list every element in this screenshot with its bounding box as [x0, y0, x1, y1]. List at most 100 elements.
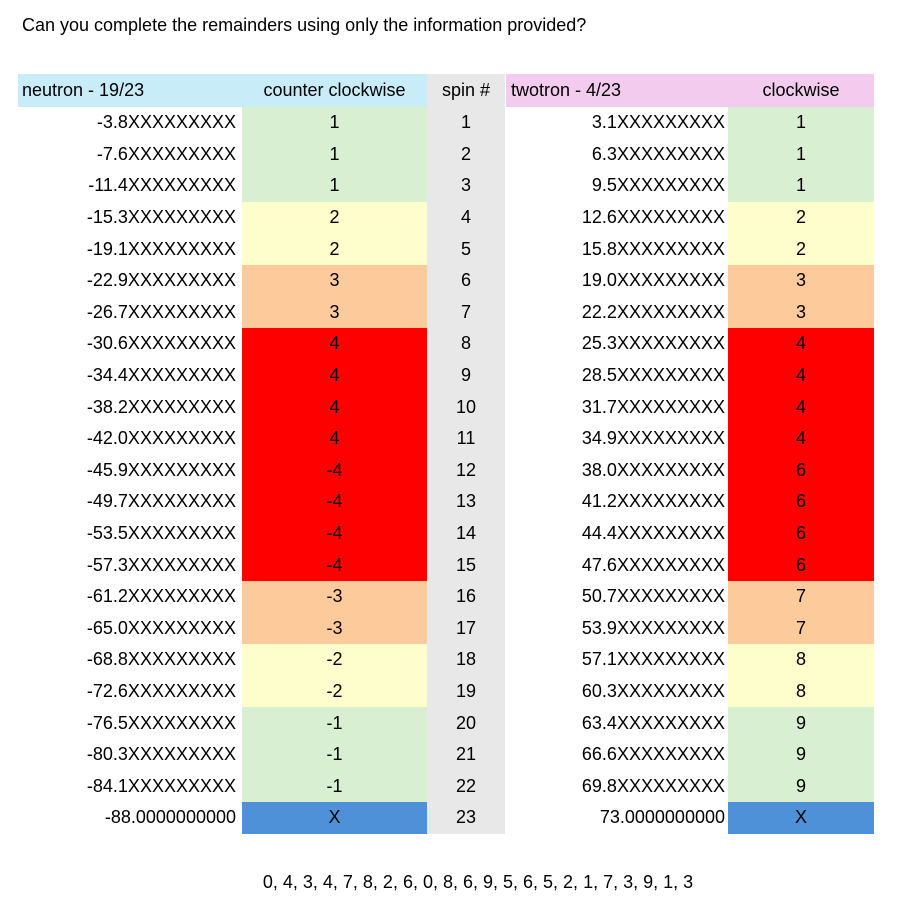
neutron-value: -57.3XXXXXXXXX	[86, 554, 236, 575]
table-row: -84.1XXXXXXXXX -1 22 69.8XXXXXXXXX 9	[18, 770, 874, 803]
twotron-value: 19.0XXXXXXXXX	[581, 270, 725, 291]
neutron-value: -68.8XXXXXXXXX	[86, 649, 236, 670]
ccw-remainder: -2	[242, 644, 427, 676]
twotron-value: 60.3XXXXXXXXX	[581, 680, 725, 701]
neutron-value: -72.6XXXXXXXXX	[86, 680, 236, 701]
neutron-value: -61.2XXXXXXXXX	[86, 586, 236, 607]
table-row: -61.2XXXXXXXXX -3 16 50.7XXXXXXXXX 7	[18, 580, 874, 613]
ccw-remainder: -4	[242, 517, 427, 550]
ccw-remainder: 4	[242, 391, 427, 423]
neutron-value: -34.4XXXXXXXXX	[86, 365, 236, 386]
ccw-remainder: -4	[242, 549, 427, 581]
header-spin: spin #	[427, 74, 505, 107]
cw-remainder: 6	[728, 486, 874, 518]
twotron-value: 22.2XXXXXXXXX	[581, 301, 725, 322]
spin-number: 4	[427, 201, 505, 234]
spin-number: 7	[427, 296, 505, 329]
table-row: -76.5XXXXXXXXX -1 20 63.4XXXXXXXXX 9	[18, 707, 874, 739]
table-row: -80.3XXXXXXXXX -1 21 66.6XXXXXXXXX 9	[18, 738, 874, 771]
twotron-value: 31.7XXXXXXXXX	[581, 396, 725, 417]
cw-remainder: 1	[728, 138, 874, 171]
ccw-remainder: 1	[242, 107, 427, 139]
spin-number: 17	[427, 612, 505, 645]
twotron-value: 69.8XXXXXXXXX	[581, 775, 725, 796]
cw-remainder: 8	[728, 644, 874, 676]
remainder-sequence: 0, 4, 3, 4, 7, 8, 2, 6, 0, 8, 6, 9, 5, 6…	[262, 872, 694, 892]
header-twotron: twotron - 4/23	[506, 74, 728, 107]
neutron-value: -30.6XXXXXXXXX	[86, 333, 236, 354]
ccw-remainder: -4	[242, 486, 427, 518]
cw-remainder: 4	[728, 359, 874, 392]
spin-number: 19	[427, 675, 505, 708]
spin-number: 22	[427, 770, 505, 803]
twotron-value: 6.3XXXXXXXXX	[591, 143, 725, 164]
cw-remainder: 1	[728, 107, 874, 139]
table-row: -65.0XXXXXXXXX -3 17 53.9XXXXXXXXX 7	[18, 612, 874, 645]
ccw-remainder: -1	[242, 738, 427, 771]
neutron-value: -26.7XXXXXXXXX	[86, 301, 236, 322]
remainder-table: neutron - 19/23 counter clockwise spin #…	[18, 74, 874, 834]
twotron-value: 66.6XXXXXXXXX	[581, 744, 725, 765]
spin-number: 18	[427, 644, 505, 676]
table-row: -45.9XXXXXXXXX -4 12 38.0XXXXXXXXX 6	[18, 454, 874, 487]
ccw-remainder: 1	[242, 170, 427, 202]
ccw-remainder: -1	[242, 770, 427, 803]
cw-remainder: 1	[728, 170, 874, 202]
spin-number: 5	[427, 233, 505, 265]
twotron-value: 44.4XXXXXXXXX	[581, 523, 725, 544]
table-row: -15.3XXXXXXXXX 2 4 12.6XXXXXXXXX 2	[18, 201, 874, 234]
cw-remainder: 9	[728, 770, 874, 803]
ccw-remainder: -3	[242, 612, 427, 645]
spin-number: 9	[427, 359, 505, 392]
twotron-value: 38.0XXXXXXXXX	[581, 459, 725, 480]
neutron-value: -53.5XXXXXXXXX	[86, 523, 236, 544]
ccw-remainder: 4	[242, 422, 427, 455]
neutron-value: -84.1XXXXXXXXX	[86, 775, 236, 796]
spin-number: 16	[427, 580, 505, 613]
table-row: -72.6XXXXXXXXX -2 19 60.3XXXXXXXXX 8	[18, 675, 874, 708]
cw-remainder: 6	[728, 549, 874, 581]
cw-remainder: 3	[728, 264, 874, 297]
ccw-remainder: X	[242, 802, 427, 834]
table-row: -11.4XXXXXXXXX 1 3 9.5XXXXXXXXX 1	[18, 170, 874, 202]
twotron-value: 63.4XXXXXXXXX	[581, 712, 725, 733]
cw-remainder: 2	[728, 233, 874, 265]
spin-number: 10	[427, 391, 505, 423]
twotron-value: 53.9XXXXXXXXX	[581, 617, 725, 638]
spin-number: 8	[427, 328, 505, 360]
neutron-value: -3.8XXXXXXXXX	[96, 112, 236, 133]
table-row: -22.9XXXXXXXXX 3 6 19.0XXXXXXXXX 3	[18, 264, 874, 297]
cw-remainder: 3	[728, 296, 874, 329]
ccw-remainder: -1	[242, 707, 427, 739]
spin-number: 6	[427, 264, 505, 297]
cw-remainder: 4	[728, 328, 874, 360]
spin-number: 21	[427, 738, 505, 771]
spin-number: 11	[427, 422, 505, 455]
table-row: -7.6XXXXXXXXX 1 2 6.3XXXXXXXXX 1	[18, 138, 874, 171]
spin-number: 15	[427, 549, 505, 581]
twotron-value: 50.7XXXXXXXXX	[581, 586, 725, 607]
ccw-remainder: 3	[242, 264, 427, 297]
neutron-value: -38.2XXXXXXXXX	[86, 396, 236, 417]
cw-remainder: 6	[728, 454, 874, 487]
twotron-value: 57.1XXXXXXXXX	[581, 649, 725, 670]
neutron-value: -45.9XXXXXXXXX	[86, 459, 236, 480]
cw-remainder: X	[728, 802, 874, 834]
table-row: -42.0XXXXXXXXX 4 11 34.9XXXXXXXXX 4	[18, 422, 874, 455]
ccw-remainder: -4	[242, 454, 427, 487]
neutron-value: -15.3XXXXXXXXX	[86, 207, 236, 228]
twotron-value: 9.5XXXXXXXXX	[591, 175, 725, 196]
spin-number: 1	[427, 107, 505, 139]
table-row: -88.0000000000 X 23 73.0000000000 X	[18, 802, 874, 834]
cw-remainder: 7	[728, 580, 874, 613]
spin-number: 13	[427, 486, 505, 518]
cw-remainder: 7	[728, 612, 874, 645]
header-counter-clockwise: counter clockwise	[242, 74, 427, 107]
question-text: Can you complete the remainders using on…	[22, 15, 587, 35]
ccw-remainder: 1	[242, 138, 427, 171]
twotron-value: 28.5XXXXXXXXX	[581, 365, 725, 386]
ccw-remainder: -2	[242, 675, 427, 708]
table-row: -19.1XXXXXXXXX 2 5 15.8XXXXXXXXX 2	[18, 233, 874, 265]
table-row: -38.2XXXXXXXXX 4 10 31.7XXXXXXXXX 4	[18, 391, 874, 423]
neutron-value: -42.0XXXXXXXXX	[86, 428, 236, 449]
